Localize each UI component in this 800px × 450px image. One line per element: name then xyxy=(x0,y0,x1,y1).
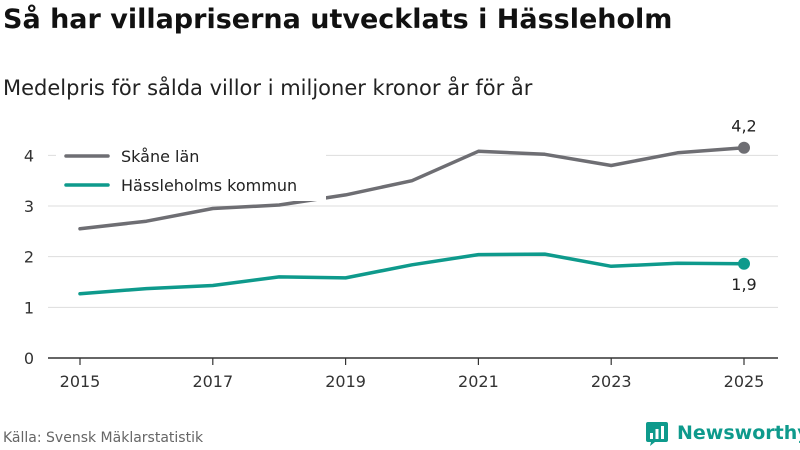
y-tick-label: 2 xyxy=(24,248,34,267)
x-tick-label: 2021 xyxy=(458,372,499,391)
series-end-label: 1,9 xyxy=(731,275,756,294)
x-tick-label: 2015 xyxy=(60,372,101,391)
chart-title: Så har villapriserna utvecklats i Hässle… xyxy=(3,4,673,35)
legend: Skåne län Hässleholms kommun xyxy=(56,141,326,201)
series-end-point xyxy=(738,141,750,154)
x-tick-label: 2019 xyxy=(325,372,366,391)
source-note: Källa: Svensk Mäklarstatistik xyxy=(3,430,204,446)
y-tick-label: 1 xyxy=(24,298,34,317)
brand-logo: Newsworthy xyxy=(645,420,800,446)
chart-subtitle: Medelpris för sålda villor i miljoner kr… xyxy=(3,76,533,100)
y-tick-label: 0 xyxy=(24,349,34,368)
y-tick-label: 3 xyxy=(24,197,34,216)
x-tick-labels: 2015 2017 2019 2021 2023 2025 xyxy=(60,358,765,391)
legend-background xyxy=(56,141,326,201)
newsworthy-logo-icon xyxy=(646,422,668,446)
x-tick-label: 2017 xyxy=(192,372,233,391)
brand-name: Newsworthy xyxy=(677,422,800,444)
x-tick-label: 2025 xyxy=(724,372,765,391)
series-end-label: 4,2 xyxy=(731,117,756,136)
series-end-point xyxy=(738,257,750,270)
y-tick-label: 4 xyxy=(24,146,34,165)
series-line-skane-lan xyxy=(78,145,746,231)
series-line-hassleholms-kommun xyxy=(78,252,746,296)
series-lines: 4,2 1,9 xyxy=(78,117,757,296)
x-tick-label: 2023 xyxy=(591,372,632,391)
legend-label: Skåne län xyxy=(121,147,199,166)
line-chart: 0 1 2 3 4 2015 2017 2019 2021 2023 2025 4,2 1,9 Sk… xyxy=(24,117,778,391)
y-tick-labels: 0 1 2 3 4 xyxy=(24,146,34,368)
legend-label: Hässleholms kommun xyxy=(121,176,297,195)
